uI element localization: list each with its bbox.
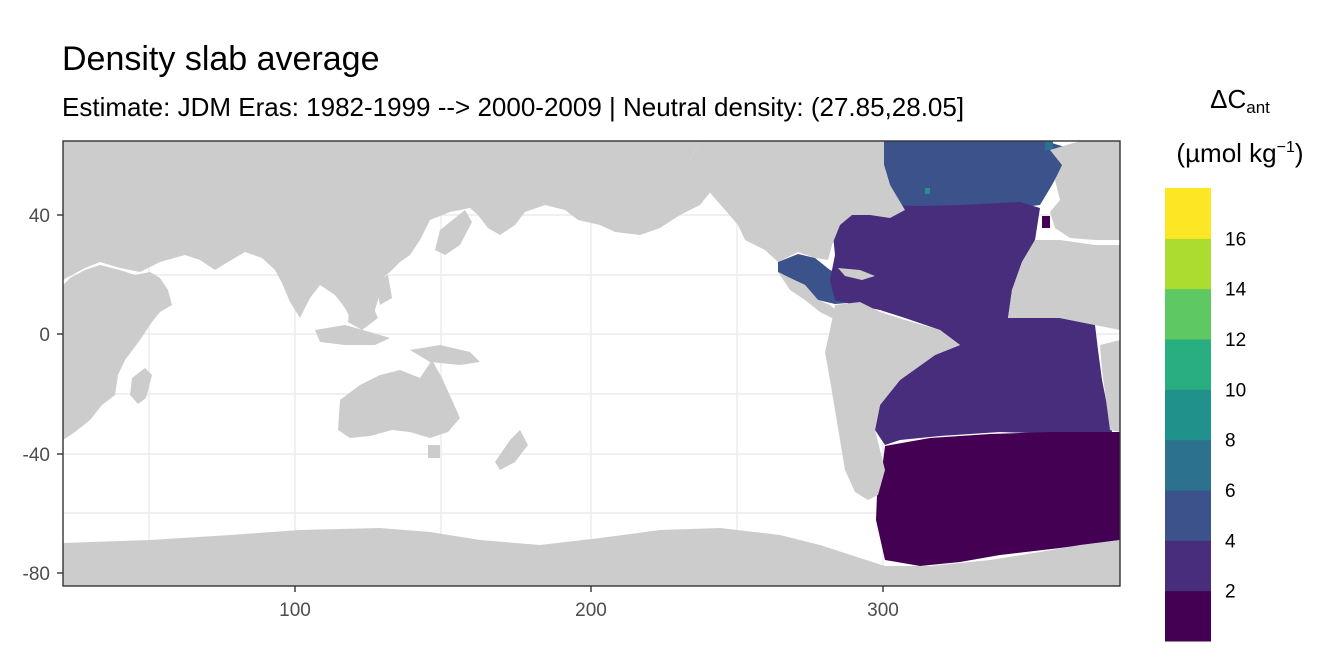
legend-bin [1165,288,1211,340]
land-eurasia [63,141,712,330]
y-tick-label: -80 [23,564,50,585]
legend-tick-label: 2 [1225,582,1236,603]
legend-bin [1165,490,1211,541]
map-title: Density slab average [62,40,380,78]
legend-tick-label: 12 [1225,330,1246,351]
legend-title: ΔCant (µmol kg−1) [1160,86,1320,166]
land-masses [63,141,1120,586]
land-africa-west [1008,240,1120,330]
legend-bin [1165,540,1211,592]
x-axis [294,586,884,592]
land-greenland-europe [1050,141,1120,240]
data-southern-band [876,432,1120,566]
land-philippines [375,275,392,305]
data-us-coast-cell [1042,216,1050,228]
land-new-guinea [410,345,480,365]
land-central-america [778,272,838,318]
legend-tick-label: 14 [1225,280,1247,301]
legend-title-line2: (µmol kg−1) [1176,138,1304,168]
data-north-atlantic [884,141,1080,222]
legend-tick-label: 4 [1225,531,1236,552]
legend-bin [1165,188,1211,239]
data-labrador-cell [925,188,930,194]
legend-bin [1165,439,1211,491]
legend-tick-label: 10 [1225,380,1246,401]
land-new-zealand [495,430,528,470]
land-africa-south [1100,340,1120,432]
land-antarctica [63,528,1120,586]
y-tick-label: -40 [23,445,50,466]
y-tick-label: 0 [39,325,50,346]
legend-tick-label: 6 [1225,481,1236,502]
data-atlantic-main [830,202,1112,445]
legend-tick-label: 16 [1225,229,1246,250]
legend-tick-label: 8 [1225,431,1236,452]
land-africa [63,265,172,440]
land-indonesia [315,325,390,345]
x-tick-label: 100 [279,600,311,621]
map-subtitle: Estimate: JDM Eras: 1982-1999 --> 2000-2… [62,92,965,122]
legend-colorbar [1165,188,1211,642]
land-borneo [348,300,378,330]
legend-bin [1165,389,1211,441]
legend-bin [1165,339,1211,390]
land-south-america [825,302,960,500]
legend-bin [1165,238,1211,290]
land-tasmania [428,445,440,458]
legend-bin [1165,590,1211,642]
legend-title-line1: ΔCant [1210,84,1270,117]
land-madagascar [130,368,152,404]
land-japan [435,210,472,255]
y-tick-label: 40 [29,206,50,227]
land-australia [338,360,460,438]
legend-labels: 2 4 6 8 10 12 14 16 [1225,229,1247,602]
x-tick-label: 300 [867,600,899,621]
x-tick-label: 200 [575,600,607,621]
data-greenland-cell [1045,141,1053,150]
land-north-america [690,141,905,262]
y-axis [57,214,63,574]
land-cuba [838,268,875,280]
